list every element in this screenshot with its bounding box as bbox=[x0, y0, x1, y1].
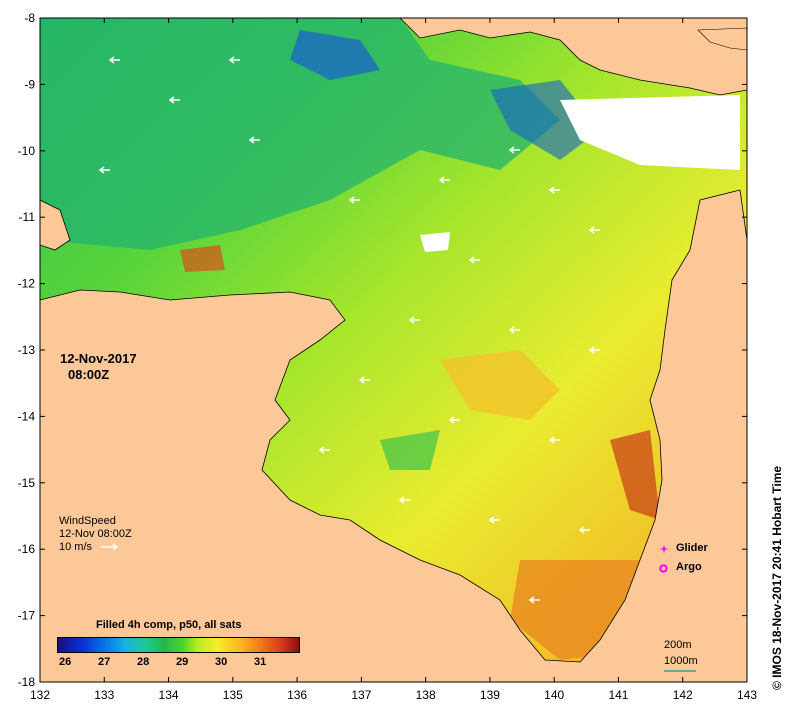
no-data-region bbox=[420, 232, 450, 252]
wind-title: WindSpeed bbox=[59, 515, 116, 527]
wind-legend: WindSpeed 12-Nov 08:00Z 10 m/s bbox=[59, 515, 132, 554]
colorbar bbox=[57, 637, 300, 653]
colorbar-tick-label: 27 bbox=[98, 656, 111, 668]
x-tick-label: 139 bbox=[480, 688, 500, 702]
x-tick-label: 134 bbox=[159, 688, 179, 702]
timestamp-label: 12-Nov-2017 08:00Z bbox=[60, 351, 137, 383]
y-tick-label: -13 bbox=[18, 343, 36, 357]
wind-scale-arrow-icon bbox=[101, 543, 119, 551]
y-axis-labels: -8 -9 -10 -11 -12 -13 -14 -15 -16 -17 -18 bbox=[18, 11, 36, 689]
depth-200-label: 200m bbox=[664, 639, 692, 651]
land-cape-york-arnhem bbox=[40, 189, 747, 682]
x-tick-label: 143 bbox=[737, 688, 757, 702]
warm-patch bbox=[440, 350, 560, 420]
y-tick-label: -10 bbox=[18, 144, 36, 158]
map-body bbox=[40, 18, 747, 682]
land-island bbox=[697, 27, 747, 51]
x-axis-labels: 132 133 134 135 136 137 138 139 140 141 142 143 bbox=[30, 688, 757, 702]
y-tick-label: -14 bbox=[18, 409, 36, 423]
colorbar-tick-label: 30 bbox=[215, 656, 228, 668]
y-tick-label: -18 bbox=[18, 675, 36, 689]
cool-water-band bbox=[40, 18, 560, 250]
timestamp-date: 12-Nov-2017 bbox=[60, 351, 137, 366]
depth-1000-label: 1000m bbox=[664, 655, 698, 667]
colorbar-tick-label: 26 bbox=[59, 656, 72, 668]
y-axis-ticks bbox=[40, 17, 747, 683]
x-tick-label: 132 bbox=[30, 688, 50, 702]
colorbar-title: Filled 4h comp, p50, all sats bbox=[96, 619, 242, 631]
warm-patch bbox=[610, 430, 660, 520]
wind-time: 12-Nov 08:00Z bbox=[59, 528, 132, 540]
no-data-region bbox=[560, 95, 740, 170]
y-tick-label: -16 bbox=[18, 542, 36, 556]
x-tick-label: 135 bbox=[223, 688, 243, 702]
wind-vectors bbox=[98, 56, 680, 604]
y-tick-label: -15 bbox=[18, 476, 36, 490]
x-axis-ticks bbox=[39, 18, 748, 682]
x-tick-label: 137 bbox=[351, 688, 371, 702]
credit-text: © IMOS 18-Nov-2017 20:41 Hobart Time bbox=[770, 465, 784, 690]
y-tick-label: -12 bbox=[18, 277, 36, 291]
x-tick-label: 138 bbox=[416, 688, 436, 702]
colorbar-tick-label: 31 bbox=[254, 656, 267, 668]
green-patch bbox=[380, 430, 440, 470]
depth-1000-line-icon bbox=[664, 670, 696, 672]
x-tick-label: 142 bbox=[673, 688, 693, 702]
legend-glider: Glider bbox=[676, 542, 708, 554]
land-west bbox=[40, 199, 71, 251]
warm-patch bbox=[180, 245, 225, 272]
x-tick-label: 133 bbox=[94, 688, 114, 702]
wind-scale: 10 m/s bbox=[59, 541, 93, 553]
y-tick-label: -11 bbox=[19, 210, 36, 224]
x-tick-label: 140 bbox=[544, 688, 564, 702]
cold-patch bbox=[290, 30, 380, 80]
glider-marker-icon bbox=[660, 545, 668, 553]
timestamp-time: 08:00Z bbox=[68, 367, 110, 382]
colorbar-tick-label: 29 bbox=[176, 656, 189, 668]
x-tick-label: 136 bbox=[287, 688, 307, 702]
y-tick-label: -9 bbox=[24, 77, 35, 91]
argo-marker-icon bbox=[659, 564, 668, 573]
y-tick-label: -8 bbox=[24, 11, 35, 25]
land-new-guinea bbox=[399, 18, 747, 96]
legend-argo: Argo bbox=[676, 561, 702, 573]
x-tick-label: 141 bbox=[608, 688, 628, 702]
colorbar-tick-label: 28 bbox=[137, 656, 150, 668]
y-tick-label: -17 bbox=[18, 609, 36, 623]
